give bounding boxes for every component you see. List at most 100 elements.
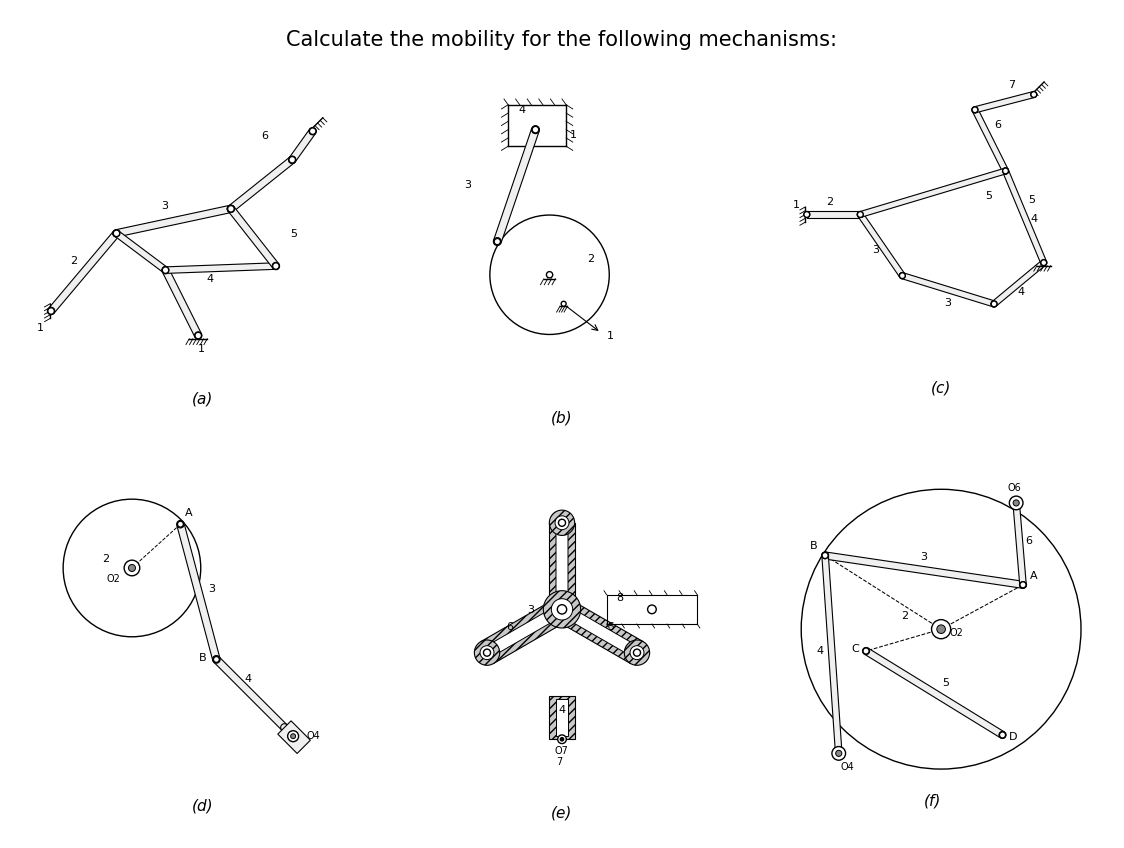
Text: 5: 5 xyxy=(291,230,298,239)
Circle shape xyxy=(227,205,235,213)
Circle shape xyxy=(291,734,296,739)
Text: O4: O4 xyxy=(307,731,320,741)
Text: 3: 3 xyxy=(921,552,927,562)
Circle shape xyxy=(863,648,869,654)
Circle shape xyxy=(559,519,565,527)
Text: B: B xyxy=(810,541,817,550)
Circle shape xyxy=(991,301,997,307)
Polygon shape xyxy=(860,168,1006,217)
Circle shape xyxy=(112,230,120,237)
Polygon shape xyxy=(1013,503,1026,585)
Circle shape xyxy=(162,267,169,273)
Text: 2: 2 xyxy=(102,554,109,564)
Text: 4: 4 xyxy=(207,275,214,284)
Circle shape xyxy=(546,271,553,278)
Circle shape xyxy=(972,107,978,113)
Circle shape xyxy=(1019,582,1026,588)
Circle shape xyxy=(624,640,650,666)
Circle shape xyxy=(309,127,316,135)
Text: 1: 1 xyxy=(198,344,206,354)
Polygon shape xyxy=(481,599,569,664)
Circle shape xyxy=(309,128,316,135)
Circle shape xyxy=(550,510,574,535)
Circle shape xyxy=(289,156,296,164)
Circle shape xyxy=(862,648,870,655)
Text: 4: 4 xyxy=(1031,215,1037,224)
Text: C: C xyxy=(851,644,859,655)
Circle shape xyxy=(273,263,279,270)
Text: (c): (c) xyxy=(931,381,951,396)
Text: 4: 4 xyxy=(519,105,526,115)
Circle shape xyxy=(832,746,845,760)
Polygon shape xyxy=(176,523,220,661)
Circle shape xyxy=(858,211,863,218)
Text: 7: 7 xyxy=(1008,81,1015,91)
Circle shape xyxy=(47,307,55,315)
Text: (a): (a) xyxy=(191,392,214,406)
Circle shape xyxy=(194,332,202,339)
Circle shape xyxy=(558,735,566,744)
Circle shape xyxy=(822,552,828,559)
Circle shape xyxy=(1041,259,1046,265)
Circle shape xyxy=(555,516,569,530)
Polygon shape xyxy=(992,260,1045,306)
Circle shape xyxy=(991,301,997,307)
Text: 3: 3 xyxy=(208,583,215,594)
Circle shape xyxy=(991,301,997,307)
Circle shape xyxy=(212,656,220,663)
Polygon shape xyxy=(165,263,277,273)
Circle shape xyxy=(1041,259,1046,265)
Text: 2: 2 xyxy=(826,198,833,208)
Circle shape xyxy=(1003,168,1008,174)
Text: 8: 8 xyxy=(617,594,624,604)
Circle shape xyxy=(552,599,572,620)
Circle shape xyxy=(288,731,299,742)
Text: (b): (b) xyxy=(551,410,573,426)
Circle shape xyxy=(899,272,906,279)
Circle shape xyxy=(214,656,219,662)
Text: 4: 4 xyxy=(559,705,565,715)
Text: O7: O7 xyxy=(554,746,568,756)
Circle shape xyxy=(532,126,540,134)
Circle shape xyxy=(63,499,201,637)
Text: 3: 3 xyxy=(527,605,534,615)
Polygon shape xyxy=(1003,170,1046,264)
Text: 4: 4 xyxy=(244,674,252,683)
Circle shape xyxy=(1009,496,1023,510)
Circle shape xyxy=(227,205,235,213)
Text: Calculate the mobility for the following mechanisms:: Calculate the mobility for the following… xyxy=(287,30,837,50)
Text: 2: 2 xyxy=(901,611,908,621)
Circle shape xyxy=(1031,92,1036,98)
Circle shape xyxy=(178,522,183,527)
Polygon shape xyxy=(289,129,316,162)
Polygon shape xyxy=(278,721,310,754)
Polygon shape xyxy=(228,157,294,212)
Circle shape xyxy=(858,212,863,217)
Text: 1: 1 xyxy=(607,331,614,341)
Circle shape xyxy=(272,262,280,270)
Circle shape xyxy=(1003,168,1008,174)
Circle shape xyxy=(631,645,644,660)
Polygon shape xyxy=(825,552,1024,589)
Circle shape xyxy=(1019,581,1026,589)
Text: 6: 6 xyxy=(261,131,269,142)
Polygon shape xyxy=(116,205,232,237)
Circle shape xyxy=(114,230,120,237)
Circle shape xyxy=(1031,92,1036,98)
Polygon shape xyxy=(162,269,201,338)
Circle shape xyxy=(801,489,1081,769)
Polygon shape xyxy=(560,606,640,658)
Circle shape xyxy=(1019,582,1026,589)
Text: A: A xyxy=(185,508,192,518)
Polygon shape xyxy=(822,555,842,754)
Text: (d): (d) xyxy=(191,798,214,813)
Circle shape xyxy=(822,552,828,559)
Polygon shape xyxy=(228,207,279,268)
Text: D: D xyxy=(1009,733,1018,742)
Circle shape xyxy=(835,750,842,756)
Circle shape xyxy=(804,211,810,218)
Text: 2: 2 xyxy=(587,254,593,265)
Circle shape xyxy=(532,126,538,133)
Text: 4: 4 xyxy=(817,646,824,656)
Circle shape xyxy=(561,738,563,741)
